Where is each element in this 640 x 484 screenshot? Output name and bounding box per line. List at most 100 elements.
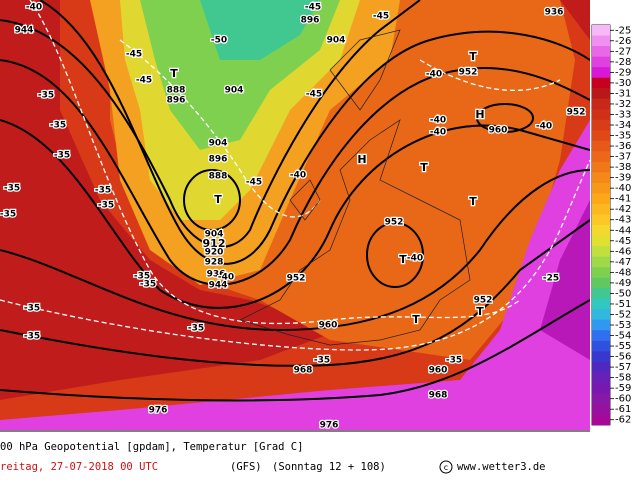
colorbar-swatch — [592, 109, 610, 121]
colorbar-label: -37 — [615, 152, 631, 163]
colorbar-label: -50 — [615, 288, 631, 299]
map-label: -45 — [246, 178, 262, 188]
colorbar-swatch — [592, 35, 610, 47]
colorbar-label: -49 — [615, 278, 631, 289]
colorbar-swatch — [592, 151, 610, 163]
map — [0, 0, 590, 430]
map-label: -45 — [126, 50, 142, 60]
colorbar-swatch — [592, 119, 610, 131]
map-label: T — [469, 50, 477, 63]
footer-title: 00 hPa Geopotential [gpdam], Temperatur … — [0, 441, 303, 453]
colorbar-swatch — [592, 298, 610, 310]
colorbar-swatch — [592, 214, 610, 226]
colorbar-swatch — [592, 267, 610, 278]
colorbar-label: -30 — [615, 78, 631, 89]
colorbar-label: -34 — [615, 120, 631, 131]
map-label: -35 — [98, 201, 114, 211]
colorbar-label: -57 — [615, 362, 631, 373]
map-label: 952 — [459, 68, 478, 78]
map-label: -40 — [407, 254, 423, 264]
map-label: -45 — [373, 12, 389, 22]
colorbar-label: -27 — [615, 46, 631, 57]
colorbar-label: -54 — [615, 331, 631, 342]
colorbar-swatch — [592, 56, 610, 68]
map-label: -45 — [305, 3, 321, 13]
map-label: -35 — [50, 121, 66, 131]
map-label: 944 — [209, 281, 228, 291]
map-label: 968 — [429, 391, 448, 401]
map-label: 912 — [203, 237, 226, 250]
colorbar-label: -48 — [615, 267, 631, 278]
map-label: 904 — [225, 86, 244, 96]
colorbar-swatch — [592, 288, 610, 299]
map-label: -40 — [430, 116, 446, 126]
colorbar-swatch — [592, 161, 610, 173]
colorbar-label: -29 — [615, 67, 631, 78]
map-label: 976 — [320, 421, 339, 431]
map-label: -35 — [54, 151, 70, 161]
colorbar-swatch — [592, 246, 610, 257]
colorbar-label: -43 — [615, 215, 631, 226]
colorbar-swatch — [592, 351, 610, 363]
map-label: -35 — [4, 184, 20, 194]
colorbar-label: -44 — [615, 225, 631, 236]
map-label: 888 — [167, 86, 186, 96]
colorbar-swatch — [592, 235, 610, 247]
map-label: 904 — [209, 139, 228, 149]
colorbar-swatch — [592, 193, 610, 205]
colorbar-label: -33 — [615, 109, 631, 120]
colorbar-label: -25 — [615, 25, 631, 36]
colorbar-swatch — [592, 414, 610, 426]
map-label: 920 — [205, 248, 224, 258]
map-label: T — [399, 253, 407, 266]
colorbar-label: -28 — [615, 57, 631, 68]
footer-run: (Sonntag 12 + 108) — [272, 461, 386, 473]
map-label: T — [469, 195, 477, 208]
map-label: 968 — [294, 366, 313, 376]
map-label: -35 — [24, 332, 40, 342]
map-label: -35 — [95, 186, 111, 196]
colorbar-swatch — [592, 309, 610, 321]
colorbar-swatch — [592, 361, 610, 373]
map-label: -40 — [290, 171, 306, 181]
map-label: -35 — [134, 272, 150, 282]
colorbar-swatch — [592, 172, 610, 184]
temperature-field — [540, 200, 590, 360]
colorbar-label: -61 — [615, 404, 631, 415]
map-label: H — [475, 108, 484, 121]
colorbar-label: -62 — [615, 415, 631, 426]
colorbar-label: -59 — [615, 383, 631, 394]
map-label: 896 — [301, 16, 320, 26]
map-label: -50 — [211, 36, 227, 46]
map-label: -35 — [38, 91, 54, 101]
colorbar-swatch — [592, 256, 610, 268]
colorbar-swatch — [592, 25, 610, 36]
map-label: 960 — [319, 321, 338, 331]
temperature-field — [200, 0, 320, 60]
coastlines — [239, 29, 471, 346]
geopotential-contours — [0, 0, 590, 402]
colorbar-swatch — [592, 319, 610, 331]
footer-date: reitag, 27-07-2018 00 UTC — [0, 461, 158, 473]
colorbar-label: -58 — [615, 373, 631, 384]
colorbar-label: -45 — [615, 236, 631, 247]
map-label: -40 — [430, 128, 446, 138]
colorbar-swatch — [592, 403, 610, 415]
colorbar-swatch — [592, 130, 610, 142]
colorbar-label: -41 — [615, 194, 631, 205]
isotherms — [0, 0, 590, 351]
colorbar-label: -51 — [615, 299, 631, 310]
map-label: 936 — [207, 270, 226, 280]
colorbar-label: -32 — [615, 99, 631, 110]
colorbar-swatch — [592, 182, 610, 194]
colorbar-swatch — [592, 393, 610, 405]
colorbar-label: -42 — [615, 204, 631, 215]
colorbar-swatch — [592, 46, 610, 57]
colorbar-swatch — [592, 277, 610, 289]
map-label: 952 — [567, 108, 586, 118]
colorbar-label: -26 — [615, 36, 631, 47]
colorbar-label: -55 — [615, 341, 631, 352]
map-label: 960 — [429, 366, 448, 376]
colorbar-label: -40 — [615, 183, 631, 194]
